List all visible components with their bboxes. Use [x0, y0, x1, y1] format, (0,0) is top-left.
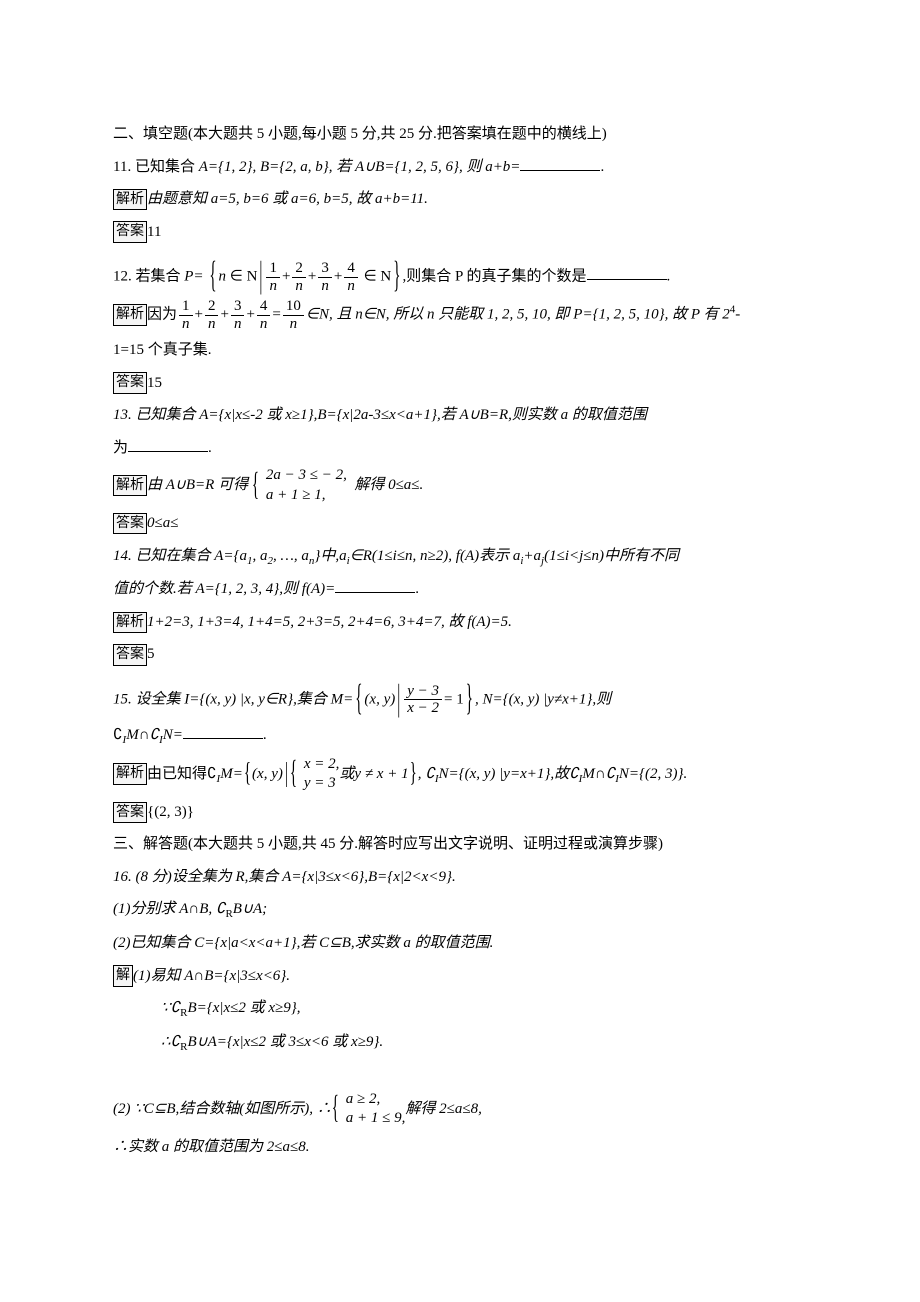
- q15-analysis: 解析由已知得∁IM={(x, y)|x = 2,y = 3或y ≠ x + 1}…: [113, 755, 807, 794]
- p-eq: P=: [184, 268, 203, 284]
- rbrace: }: [393, 241, 400, 312]
- q15-l1: 15. 设全集 I={(x, y) |x, y∈R},集合 M={(x, y)|…: [113, 683, 807, 717]
- blank: [587, 264, 667, 281]
- frac2: 2n: [292, 260, 306, 294]
- answer-label: 答案: [113, 802, 147, 824]
- brace-system-3: a ≥ 2,a + 1 ≤ 9,: [332, 1090, 406, 1129]
- fa5: 10n: [283, 298, 304, 332]
- q13-l2-prefix: 为: [113, 440, 128, 456]
- frac3: 3n: [318, 260, 332, 294]
- q11-eq: A={1, 2}, B={2, a, b}, 若 A∪B={1, 2, 5, 6…: [199, 159, 521, 175]
- q16-sol1: 解(1)易知 A∩B={x|3≤x<6}.: [113, 962, 807, 991]
- analysis-prefix: 由 A∪B=R 可得: [147, 477, 248, 493]
- q11-prefix: 11. 已知集合: [113, 159, 199, 175]
- frac-q15: y − 3x − 2: [404, 683, 442, 717]
- eq: =: [272, 306, 280, 322]
- q16-sol-l3: ∴∁RB∪A={x|x≤2 或 3≤x<6 或 x≥9}.: [113, 1028, 807, 1058]
- q14-l2: 值的个数.若 A={1, 2, 3, 4},则 f(A)=.: [113, 575, 807, 604]
- q13-answer: 答案0≤a≤: [113, 509, 807, 538]
- tail: -: [735, 306, 740, 322]
- analysis-prefix: 因为: [147, 306, 177, 322]
- analysis-mid: ∈N, 且 n∈N, 所以 n 只能取 1, 2, 5, 10, 即 P={1,…: [306, 306, 730, 322]
- blank: [128, 435, 208, 452]
- answer-label: 答案: [113, 513, 147, 535]
- analysis-suffix: 解得 0≤a≤.: [354, 477, 423, 493]
- period: .: [667, 268, 671, 284]
- q15-answer-text: {(2, 3)}: [147, 804, 194, 820]
- q15-l2: ∁IM∩∁IN=.: [113, 721, 807, 751]
- q15-answer: 答案{(2, 3)}: [113, 798, 807, 827]
- sol-label: 解: [113, 965, 133, 987]
- analysis-label: 解析: [113, 612, 147, 634]
- q14-analysis-text: 1+2=3, 1+3=4, 1+4=5, 2+3=5, 2+4=6, 3+4=7…: [147, 614, 512, 630]
- q12-answer: 答案15: [113, 369, 807, 398]
- brace-system: 2a − 3 ≤ − 2,a + 1 ≥ 1,: [252, 466, 347, 505]
- blank: [520, 154, 600, 171]
- analysis-label: 解析: [113, 189, 147, 211]
- q16-sol-l2: ∵∁RB={x|x≤2 或 x≥9},: [113, 994, 807, 1024]
- blank: [335, 577, 415, 594]
- q16-p1: (1)分别求 A∩B, ∁RB∪A;: [113, 895, 807, 925]
- period: .: [208, 440, 212, 456]
- analysis-label: 解析: [113, 475, 147, 497]
- q16-l1: 16. (8 分)设全集为 R,集合 A={x|3≤x<6},B={x|2<x<…: [113, 863, 807, 892]
- q16-p2: (2)已知集合 C={x|a<x<a+1},若 C⊆B,求实数 a 的取值范围.: [113, 929, 807, 958]
- answer-label: 答案: [113, 644, 147, 666]
- q16-sol2: (2) ∵C⊆B,结合数轴(如图所示), ∴a ≥ 2,a + 1 ≤ 9,解得…: [113, 1090, 807, 1129]
- q11-analysis: 解析由题意知 a=5, b=6 或 a=6, b=5, 故 a+b=11.: [113, 185, 807, 214]
- set-tail: ∈ N: [360, 268, 391, 284]
- q11-answer-text: 11: [147, 224, 161, 240]
- period: .: [600, 159, 604, 175]
- analysis-label: 解析: [113, 304, 147, 326]
- q13-answer-text: 0≤a≤: [147, 515, 178, 531]
- q14-answer-text: 5: [147, 646, 155, 662]
- section-header-3: 三、解答题(本大题共 5 小题,共 45 分.解答时应写出文字说明、证明过程或演…: [113, 830, 807, 859]
- brace-system-2: x = 2,y = 3: [290, 755, 340, 794]
- set-in: ∈ N: [226, 268, 257, 284]
- section-header: 二、填空题(本大题共 5 小题,每小题 5 分,共 25 分.把答案填在题中的横…: [113, 120, 807, 149]
- q13-l1: 13. 已知集合 A={x|x≤-2 或 x≥1},B={x|2a-3≤x<a+…: [113, 401, 807, 430]
- period: .: [263, 727, 267, 743]
- lbrace: {: [209, 241, 216, 312]
- q12-prompt: 12. 若集合 P= {n ∈ N|1n+2n+3n+4n ∈ N},则集合 P…: [113, 260, 807, 294]
- fa3: 3n: [231, 298, 245, 332]
- q11-analysis-text: 由题意知 a=5, b=6 或 a=6, b=5, 故 a+b=11.: [147, 191, 428, 207]
- q13-l2: 为.: [113, 434, 807, 463]
- q12-prefix: 12. 若集合: [113, 268, 184, 284]
- fa1: 1n: [179, 298, 193, 332]
- answer-label: 答案: [113, 221, 147, 243]
- blank: [183, 722, 263, 739]
- q13-analysis: 解析由 A∪B=R 可得 2a − 3 ≤ − 2,a + 1 ≥ 1, 解得 …: [113, 466, 807, 505]
- vbar: |: [259, 241, 262, 312]
- q12-analysis-l1: 解析因为1n+2n+3n+4n=10n∈N, 且 n∈N, 所以 n 只能取 1…: [113, 298, 807, 332]
- q11-answer: 答案11: [113, 218, 807, 247]
- frac4: 4n: [344, 260, 358, 294]
- answer-label: 答案: [113, 372, 147, 394]
- set-var: n: [219, 268, 227, 284]
- frac1: 1n: [266, 260, 280, 294]
- q12-analysis-l2: 1=15 个真子集.: [113, 336, 807, 365]
- q14-analysis: 解析1+2=3, 1+3=4, 1+4=5, 2+3=5, 2+4=6, 3+4…: [113, 608, 807, 637]
- q11-prompt: 11. 已知集合 A={1, 2}, B={2, a, b}, 若 A∪B={1…: [113, 153, 807, 182]
- q16-sol2-last: ∴实数 a 的取值范围为 2≤a≤8.: [113, 1133, 807, 1162]
- analysis-label: 解析: [113, 763, 147, 785]
- q12-suffix: ,则集合 P 的真子集的个数是: [402, 268, 586, 284]
- period: .: [415, 581, 419, 597]
- q12-answer-text: 15: [147, 375, 162, 391]
- q14-l1: 14. 已知在集合 A={a1, a2, …, an}中,ai∈R(1≤i≤n,…: [113, 542, 807, 572]
- q14-answer: 答案5: [113, 640, 807, 669]
